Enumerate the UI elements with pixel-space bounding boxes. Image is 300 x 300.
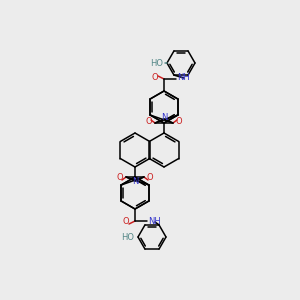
Text: N: N [132,178,138,187]
Text: O: O [117,173,123,182]
Text: N: N [161,113,167,122]
Text: O: O [176,118,182,127]
Text: HO: HO [150,58,163,68]
Text: O: O [146,118,152,127]
Text: O: O [123,218,129,226]
Text: NH: NH [148,218,161,226]
Text: O: O [147,173,153,182]
Text: O: O [152,74,158,82]
Text: NH: NH [177,74,190,82]
Text: HO: HO [121,232,134,242]
